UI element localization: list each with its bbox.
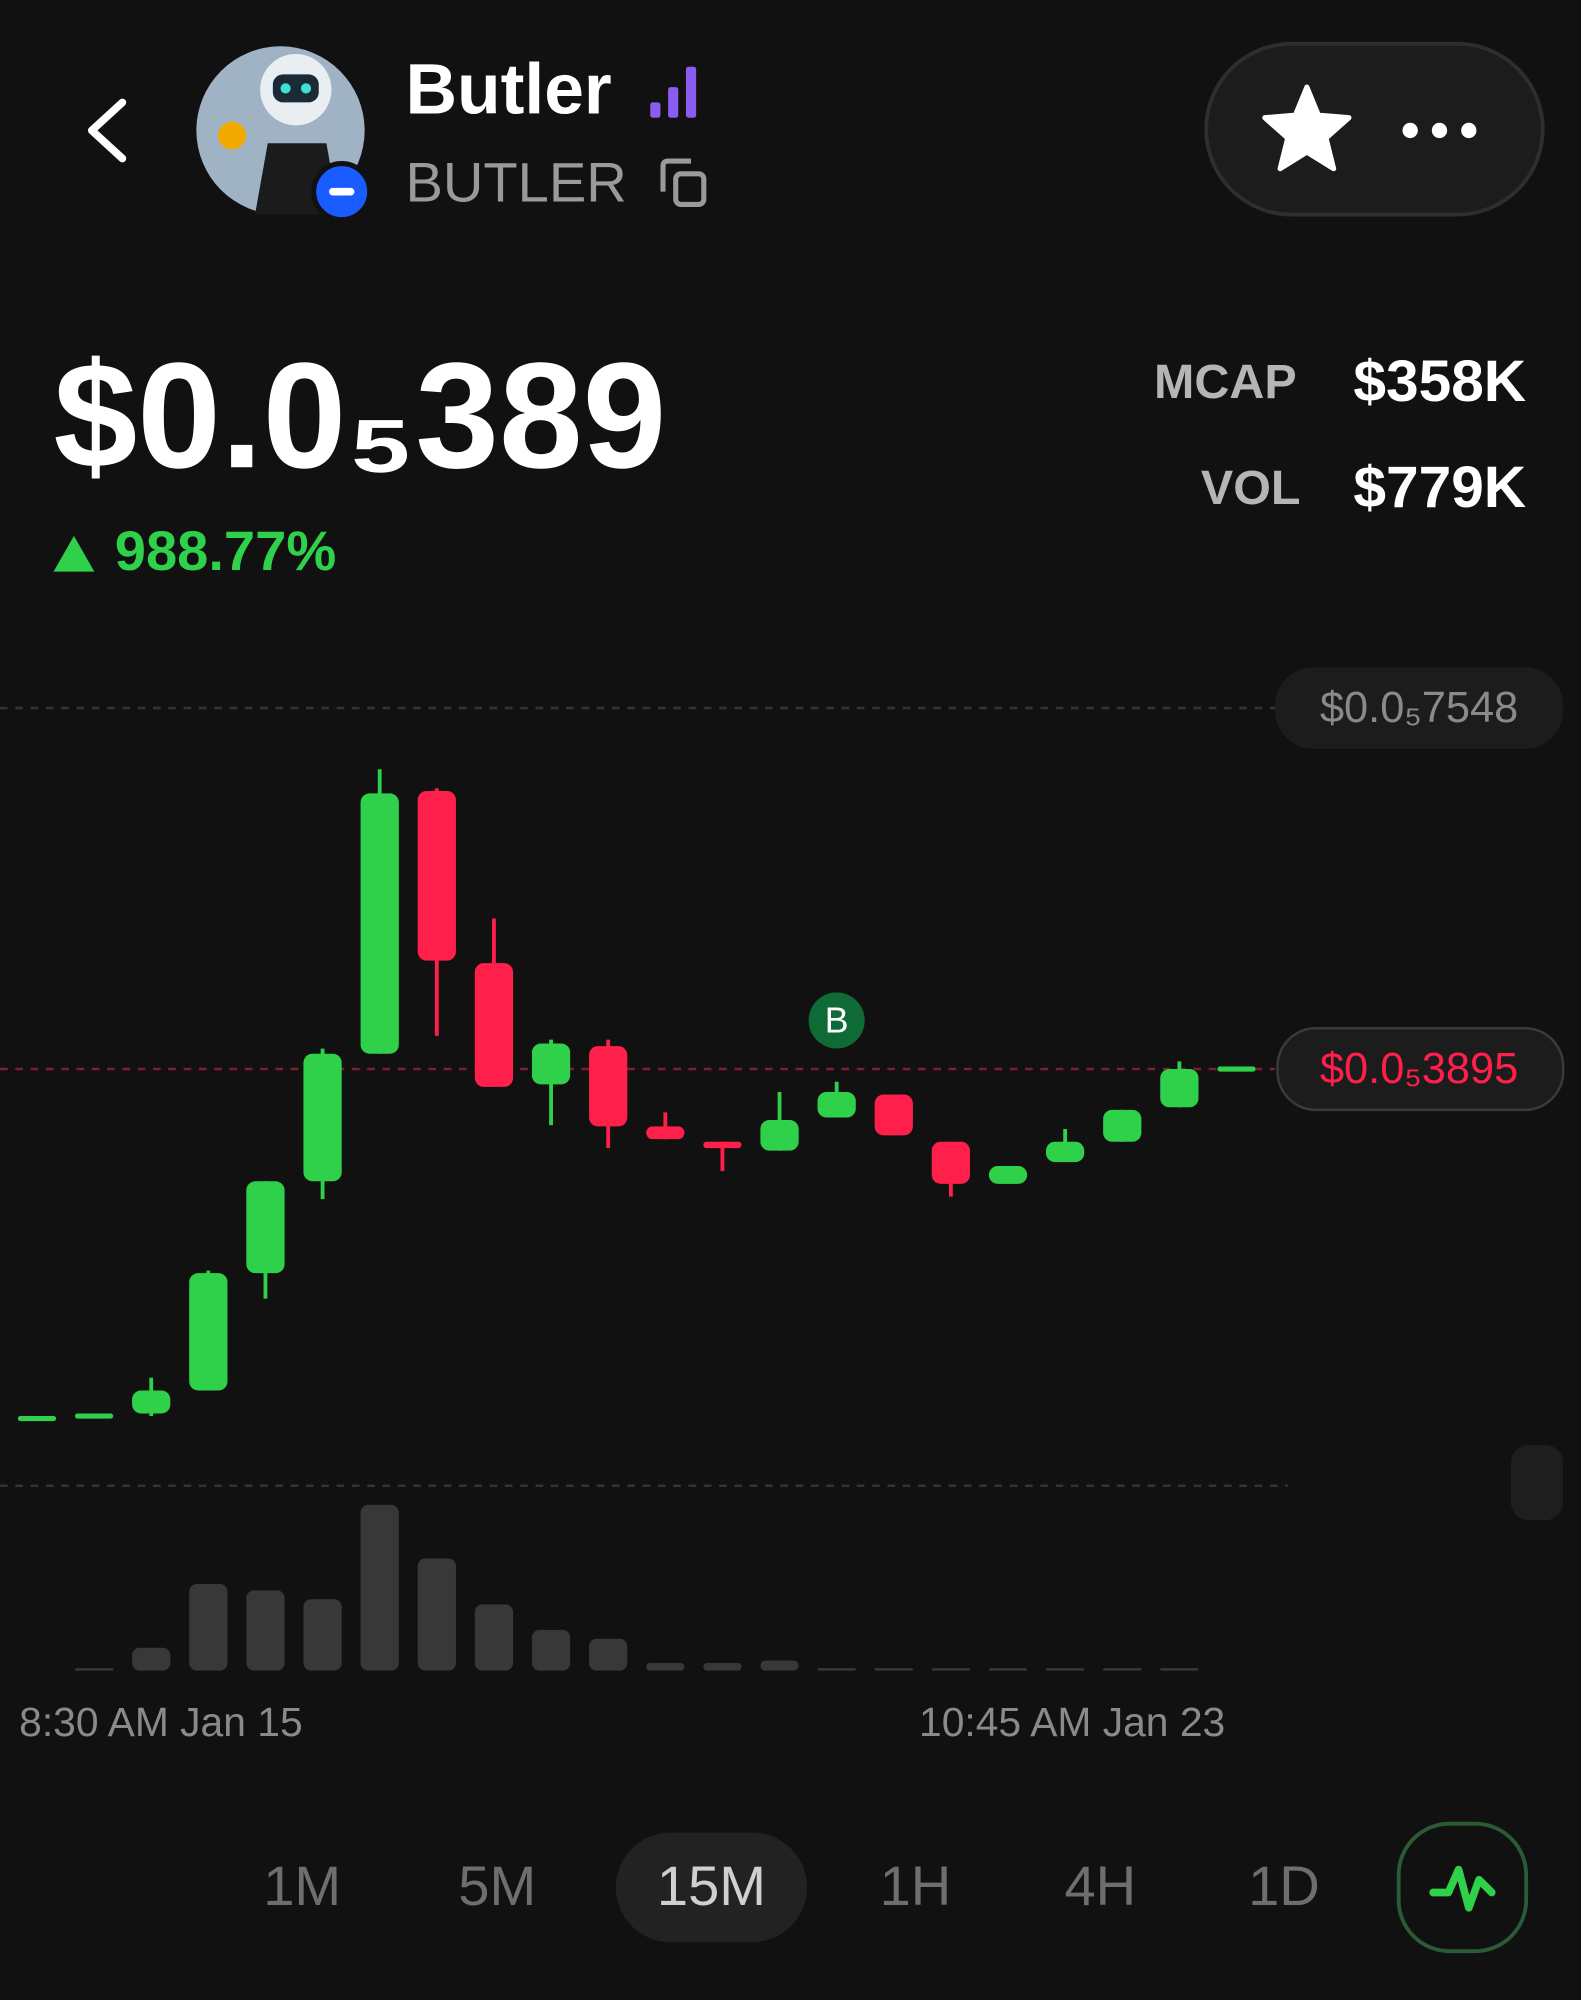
candle-body bbox=[931, 1141, 971, 1184]
candle-body bbox=[74, 1413, 114, 1419]
candle-body bbox=[874, 1094, 913, 1136]
volume-bar bbox=[988, 1668, 1028, 1671]
vol-value: $779K bbox=[1353, 455, 1526, 520]
candle-body bbox=[817, 1091, 856, 1118]
x-tick-label: 10:45 AM Jan 23 bbox=[919, 1699, 1225, 1745]
chain-badge-icon bbox=[328, 187, 355, 196]
timeframe-option[interactable]: 1M bbox=[263, 1854, 341, 1917]
candle-body bbox=[531, 1043, 571, 1085]
candle-body bbox=[988, 1165, 1028, 1184]
back-button[interactable] bbox=[87, 98, 127, 163]
buy-marker-label: B bbox=[825, 1000, 849, 1040]
timeframe-option[interactable]: 15M bbox=[657, 1854, 766, 1917]
copy-button[interactable] bbox=[660, 158, 707, 207]
token-name: Butler bbox=[405, 50, 611, 130]
mcap-value: $358K bbox=[1353, 349, 1526, 414]
mcap-label: MCAP bbox=[1154, 355, 1297, 409]
timeframe-option[interactable]: 5M bbox=[458, 1854, 536, 1917]
price-change: 988.77% bbox=[115, 519, 336, 582]
candle-body bbox=[17, 1415, 57, 1422]
token-ticker: BUTLER bbox=[405, 150, 626, 213]
last-price-label: $0.0₅3895 bbox=[1320, 1045, 1518, 1093]
candle-body bbox=[303, 1053, 342, 1182]
buy-marker bbox=[808, 992, 865, 1049]
timeframe-selected bbox=[615, 1832, 808, 1943]
candle-body bbox=[646, 1126, 685, 1140]
volume-bar bbox=[360, 1504, 399, 1671]
candle-body bbox=[1103, 1109, 1142, 1142]
volume-bar bbox=[589, 1638, 628, 1671]
volume-bar bbox=[1046, 1668, 1085, 1671]
vol-label: VOL bbox=[1201, 461, 1301, 515]
signal-icon bbox=[650, 66, 697, 118]
candle-body bbox=[474, 963, 514, 1087]
volume-bar bbox=[646, 1663, 685, 1671]
y-tick-pill bbox=[1275, 667, 1564, 749]
candle-body bbox=[417, 790, 456, 961]
candle-body bbox=[1217, 1066, 1256, 1072]
timeframe-option[interactable]: 1D bbox=[1248, 1854, 1320, 1917]
favorite-button[interactable] bbox=[1262, 84, 1352, 172]
timeframe-option[interactable]: 1H bbox=[880, 1854, 952, 1917]
x-tick-label: 8:30 AM Jan 15 bbox=[19, 1699, 303, 1745]
price-chart: $0.0₅7548 $0.0₅3895 8:30 AM Jan 15 10:45 AM… bbox=[0, 667, 1565, 1745]
volume-bar bbox=[474, 1604, 514, 1671]
candle-body bbox=[1160, 1069, 1199, 1108]
volume-bar bbox=[417, 1558, 456, 1671]
actions-pill bbox=[1204, 41, 1545, 217]
volume-bar bbox=[703, 1663, 742, 1671]
candle-body bbox=[1046, 1141, 1085, 1163]
volume-bar bbox=[246, 1590, 285, 1671]
volume-bar bbox=[760, 1660, 799, 1671]
timeframe-option[interactable]: 4H bbox=[1064, 1854, 1136, 1917]
candle-body bbox=[246, 1181, 285, 1274]
y-tick-label: $0.0₅7548 bbox=[1320, 684, 1518, 732]
volume-bar bbox=[303, 1599, 342, 1671]
volume-bar bbox=[74, 1668, 114, 1671]
volume-bar bbox=[189, 1583, 228, 1671]
volume-bar bbox=[531, 1629, 571, 1671]
chart-type-icon bbox=[1429, 1865, 1496, 1912]
last-price-pill bbox=[1276, 1026, 1565, 1112]
volume-bar bbox=[1103, 1668, 1142, 1671]
volume-bar bbox=[817, 1668, 856, 1671]
candle-body bbox=[360, 793, 399, 1054]
candle-body bbox=[132, 1390, 171, 1414]
timeframe-bar: 1M 5M 15M 1H 4H 1D bbox=[263, 1832, 1320, 1943]
volume-bar bbox=[931, 1668, 971, 1671]
volume-bar bbox=[874, 1668, 913, 1671]
more-button[interactable] bbox=[1402, 122, 1477, 139]
change-arrow bbox=[53, 535, 95, 572]
candle-body bbox=[189, 1273, 228, 1391]
volume-bar bbox=[132, 1647, 171, 1671]
candle-body bbox=[589, 1046, 628, 1127]
scroll-handle[interactable] bbox=[1510, 1444, 1564, 1521]
volume-bar bbox=[1160, 1668, 1199, 1671]
candle-body bbox=[703, 1141, 742, 1149]
price: $0.0₅389 bbox=[54, 331, 667, 499]
candle-body bbox=[760, 1120, 799, 1151]
